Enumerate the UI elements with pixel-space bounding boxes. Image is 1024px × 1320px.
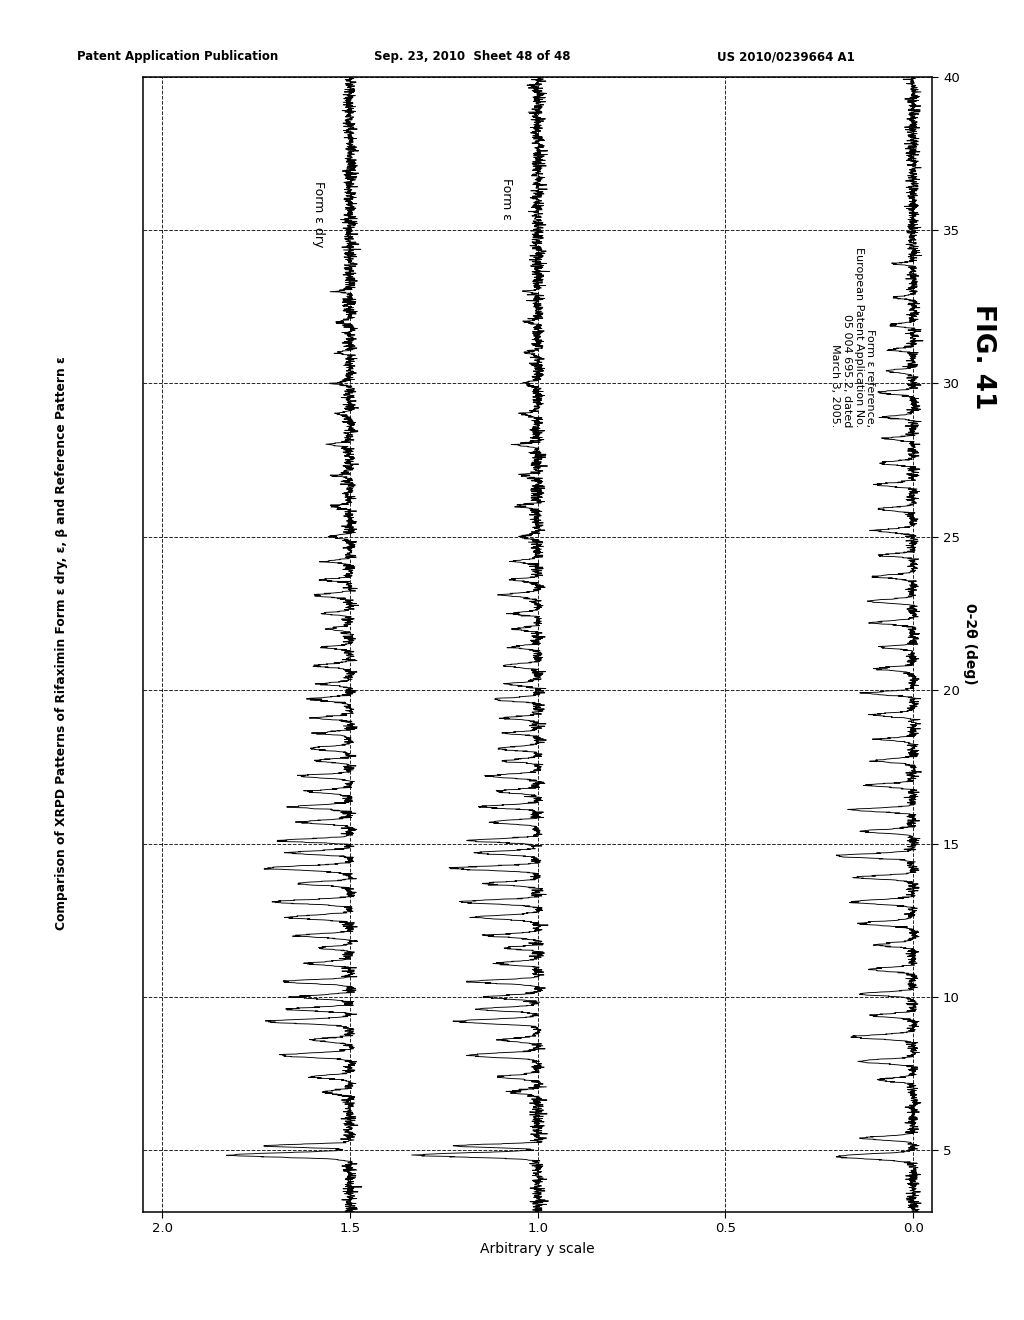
- Text: US 2010/0239664 A1: US 2010/0239664 A1: [717, 50, 855, 63]
- Text: Form ε reference,
European Patent Application No.
05 004 695.2, dated
March 3, 2: Form ε reference, European Patent Applic…: [830, 247, 876, 428]
- Text: FIG. 41: FIG. 41: [970, 304, 996, 409]
- X-axis label: Arbitrary y scale: Arbitrary y scale: [480, 1242, 595, 1257]
- Text: Comparison of XRPD Patterns of Rifaximin Form ε dry, ε, β and Reference Pattern : Comparison of XRPD Patterns of Rifaximin…: [55, 356, 68, 929]
- Text: Form ε dry: Form ε dry: [312, 181, 326, 248]
- Y-axis label: 0-2θ (deg): 0-2θ (deg): [963, 603, 977, 685]
- Text: Form ε: Form ε: [500, 178, 513, 220]
- Text: Patent Application Publication: Patent Application Publication: [77, 50, 279, 63]
- Text: Sep. 23, 2010  Sheet 48 of 48: Sep. 23, 2010 Sheet 48 of 48: [374, 50, 570, 63]
